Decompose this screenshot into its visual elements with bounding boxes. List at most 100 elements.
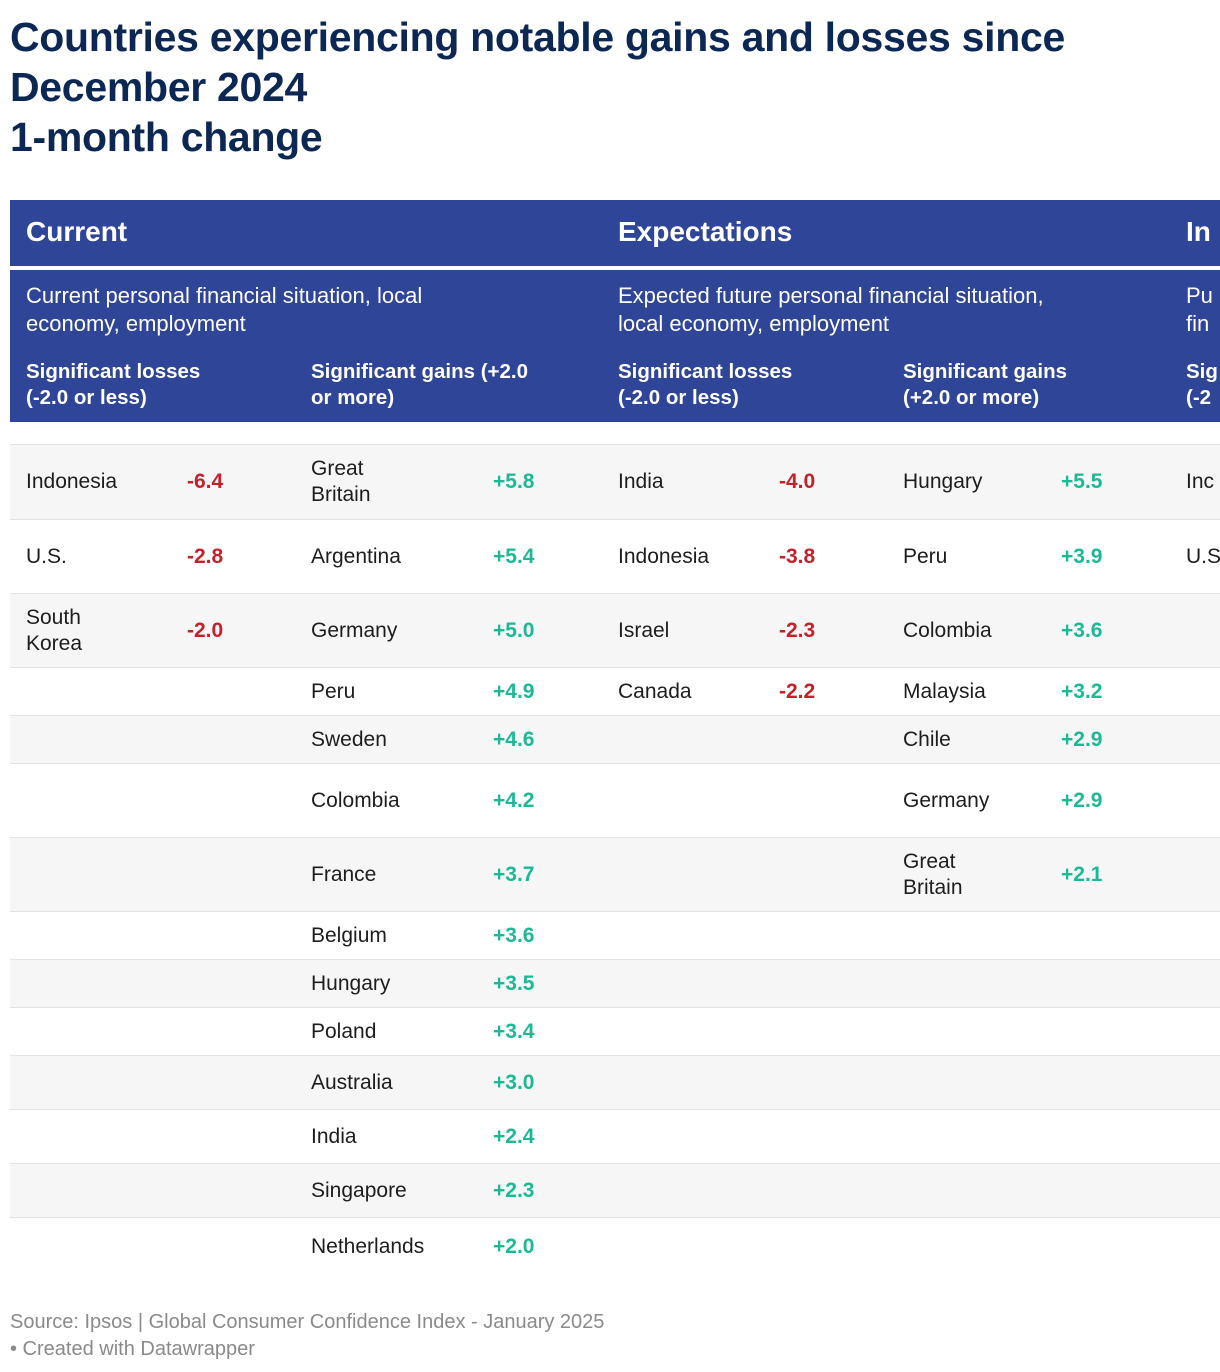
- current-gain-country: Peru: [311, 679, 355, 705]
- col-header-line: Significant losses: [618, 360, 793, 383]
- third-loss-country: Inc: [1186, 469, 1214, 495]
- third-loss-country-text: Inc: [1186, 470, 1215, 493]
- expectations-loss-country: Indonesia: [618, 544, 709, 570]
- current-loss-value: -6.4: [187, 469, 223, 495]
- current-gain-country-text: Singapore: [311, 1178, 407, 1202]
- col-header-line: (-2.0 or less): [26, 386, 147, 409]
- col-header-third-losses: Sig (-2: [1186, 359, 1218, 411]
- group-desc-expectations: Expected future personal financial situa…: [618, 282, 1044, 338]
- group-description-row: Current personal financial situation, lo…: [10, 270, 1220, 348]
- desc-line: economy, employment: [26, 311, 246, 336]
- current-gain-country-text: Colombia: [311, 788, 400, 812]
- col-header-line: or more): [311, 386, 395, 409]
- current-gain-country-text: Sweden: [311, 727, 387, 751]
- current-gain-value-text: +3.6: [493, 923, 535, 947]
- table-row: Netherlands +2.0: [10, 1218, 1220, 1270]
- current-gain-country: France: [311, 862, 376, 888]
- table-row: Belgium +3.6: [10, 912, 1220, 960]
- current-loss-country: Indonesia: [26, 469, 117, 495]
- current-gain-value: +4.9: [493, 679, 534, 705]
- expectations-gain-value: +5.5: [1061, 469, 1102, 495]
- table-row: India +2.4: [10, 1110, 1220, 1164]
- table-row: Hungary +3.5: [10, 960, 1220, 1008]
- current-gain-country-text: Peru: [311, 679, 356, 703]
- current-gain-value: +3.7: [493, 862, 534, 888]
- current-gain-value: +3.6: [493, 923, 534, 949]
- current-gain-value-text: +4.6: [493, 727, 535, 751]
- current-gain-value: +5.8: [493, 469, 534, 495]
- title-line-3: 1-month change: [10, 114, 323, 160]
- expectations-gain-country-text: Peru: [903, 544, 948, 568]
- col-header-expectations-losses: Significant losses (-2.0 or less): [618, 359, 792, 411]
- col-header-line: (-2.0 or less): [618, 386, 739, 409]
- expectations-gain-value: +2.9: [1061, 727, 1102, 753]
- desc-line: fin: [1186, 311, 1210, 336]
- current-gain-value-text: +3.4: [493, 1019, 535, 1043]
- expectations-gain-country: Chile: [903, 727, 951, 753]
- col-header-expectations-gains: Significant gains (+2.0 or more): [903, 359, 1067, 411]
- group-title-expectations: Expectations: [618, 216, 793, 247]
- table-row: Sweden +4.6 Chile +2.9: [10, 716, 1220, 764]
- expectations-gain-value-text: +2.9: [1061, 788, 1103, 812]
- current-gain-value: +3.5: [493, 971, 534, 997]
- group-desc-current: Current personal financial situation, lo…: [26, 282, 422, 338]
- col-header-line: (-2: [1186, 386, 1212, 409]
- expectations-gain-value: +2.9: [1061, 788, 1102, 814]
- current-gain-value-text: +4.2: [493, 788, 535, 812]
- current-loss-country-text: South: [26, 605, 81, 629]
- desc-line: Pu: [1186, 283, 1213, 308]
- expectations-loss-country-text: India: [618, 470, 664, 493]
- expectations-gain-country: Colombia: [903, 618, 992, 644]
- current-gain-country: India: [311, 1124, 357, 1150]
- current-gain-country: Poland: [311, 1019, 376, 1045]
- expectations-loss-country: Israel: [618, 618, 669, 644]
- group-title-third: In: [1186, 216, 1211, 247]
- current-loss-value: -2.8: [187, 544, 223, 570]
- current-gain-value-text: +2.4: [493, 1124, 535, 1148]
- table-row: Poland +3.4: [10, 1008, 1220, 1056]
- header-divider: [10, 266, 1220, 270]
- expectations-gain-value: +2.1: [1061, 862, 1102, 888]
- current-gain-value: +4.6: [493, 727, 534, 753]
- table-row: Peru +4.9 Canada -2.2 Malaysia +3.2: [10, 668, 1220, 716]
- expectations-loss-value: -2.2: [779, 679, 815, 705]
- third-loss-country: U.S: [1186, 544, 1220, 570]
- desc-line: local economy, employment: [618, 311, 890, 336]
- expectations-gain-value: +3.6: [1061, 618, 1102, 644]
- current-gain-country: Colombia: [311, 788, 400, 814]
- expectations-gain-country-text: Hungary: [903, 470, 983, 493]
- current-gain-value-text: +5.0: [493, 618, 535, 642]
- expectations-gain-value: +3.2: [1061, 679, 1102, 705]
- current-gain-country: Netherlands: [311, 1234, 424, 1260]
- column-header-row: Significant losses (-2.0 or less) Signif…: [10, 348, 1220, 422]
- current-gain-country-text: Belgium: [311, 923, 387, 947]
- expectations-loss-country-text: Israel: [618, 618, 670, 642]
- expectations-loss-value-text: -3.8: [779, 544, 816, 568]
- expectations-gain-value-text: +3.9: [1061, 544, 1103, 568]
- expectations-gain-value-text: +2.9: [1061, 727, 1103, 751]
- current-gain-value-text: +2.0: [493, 1235, 535, 1258]
- current-loss-country-text: Indonesia: [26, 470, 118, 493]
- expectations-loss-value: -3.8: [779, 544, 815, 570]
- current-gain-country: Singapore: [311, 1178, 407, 1204]
- table-row: U.S. -2.8 Argentina +5.4 Indonesia -3.8 Peru +3…: [10, 520, 1220, 594]
- current-gain-country: Australia: [311, 1070, 393, 1096]
- expectations-gain-value-text: +5.5: [1061, 470, 1103, 493]
- expectations-loss-country-text: Indonesia: [618, 544, 710, 568]
- current-gain-country: Germany: [311, 618, 397, 644]
- group-header-row: Current Expectations In: [10, 200, 1220, 266]
- desc-line: Current personal financial situation, lo…: [26, 283, 423, 308]
- current-gain-country: Argentina: [311, 544, 401, 570]
- table-row: South Korea -2.0 Germany +5.0 Israel -2.3 Colom…: [10, 594, 1220, 668]
- table-row: Colombia +4.2 Germany +2.9: [10, 764, 1220, 838]
- expectations-loss-value-text: -4.0: [779, 470, 816, 493]
- expectations-loss-value-text: -2.2: [779, 679, 816, 703]
- current-gain-value-text: +5.4: [493, 544, 535, 568]
- third-loss-country-text: U.S: [1186, 544, 1220, 568]
- current-gain-value-text: +4.9: [493, 679, 535, 703]
- expectations-gain-country: Great Britain: [903, 849, 963, 901]
- current-gain-country: Belgium: [311, 923, 387, 949]
- current-gain-country-text: Argentina: [311, 544, 401, 568]
- desc-line: Expected future personal financial situa…: [618, 283, 1044, 308]
- expectations-loss-country: Canada: [618, 679, 692, 705]
